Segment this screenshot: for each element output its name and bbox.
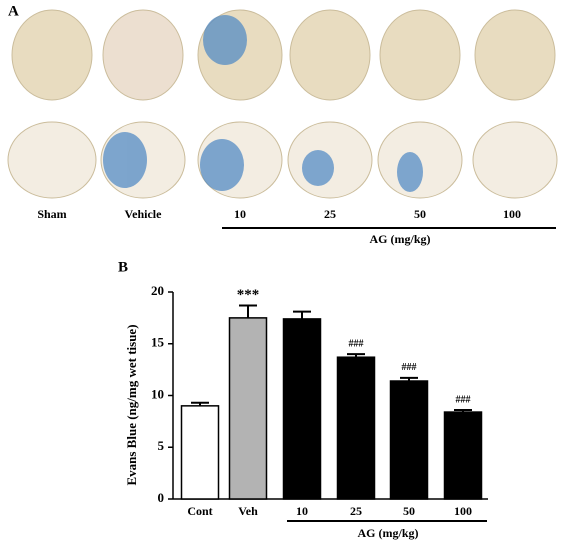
- x-tick-label: 100: [454, 504, 472, 518]
- column-label: 25: [324, 207, 336, 221]
- group-label: AG (mg/kg): [370, 232, 431, 246]
- y-tick-label: 5: [158, 438, 165, 453]
- x-tick-label: Cont: [187, 504, 212, 518]
- group-label: AG (mg/kg): [358, 526, 419, 540]
- brain-photos: [7, 9, 558, 199]
- bar: [282, 318, 322, 500]
- significance-label: ###: [402, 362, 417, 373]
- x-tick-label: 50: [403, 504, 415, 518]
- bar: [228, 317, 268, 500]
- panel-label: B: [118, 259, 128, 275]
- column-label: Sham: [37, 207, 66, 221]
- panel-label: A: [8, 3, 19, 19]
- column-label: 100: [503, 207, 521, 221]
- x-tick-label: 10: [296, 504, 308, 518]
- significance-label: ###: [456, 394, 471, 405]
- column-label: 10: [234, 207, 246, 221]
- x-tick-label: Veh: [238, 504, 258, 518]
- column-label: Vehicle: [125, 207, 163, 221]
- column-label: 50: [414, 207, 426, 221]
- y-tick-label: 0: [158, 490, 165, 505]
- x-tick-label: 25: [350, 504, 362, 518]
- y-tick-label: 20: [151, 283, 164, 298]
- y-tick-label: 15: [151, 335, 165, 350]
- bar: [180, 405, 220, 500]
- bar: [443, 411, 483, 500]
- bar: [336, 356, 376, 500]
- significance-label: ***: [237, 287, 260, 303]
- y-tick-label: 10: [151, 386, 164, 401]
- y-axis-label: Evans Blue (ng/mg wet tisue): [124, 324, 139, 485]
- bar: [389, 380, 429, 500]
- significance-label: ###: [349, 338, 364, 349]
